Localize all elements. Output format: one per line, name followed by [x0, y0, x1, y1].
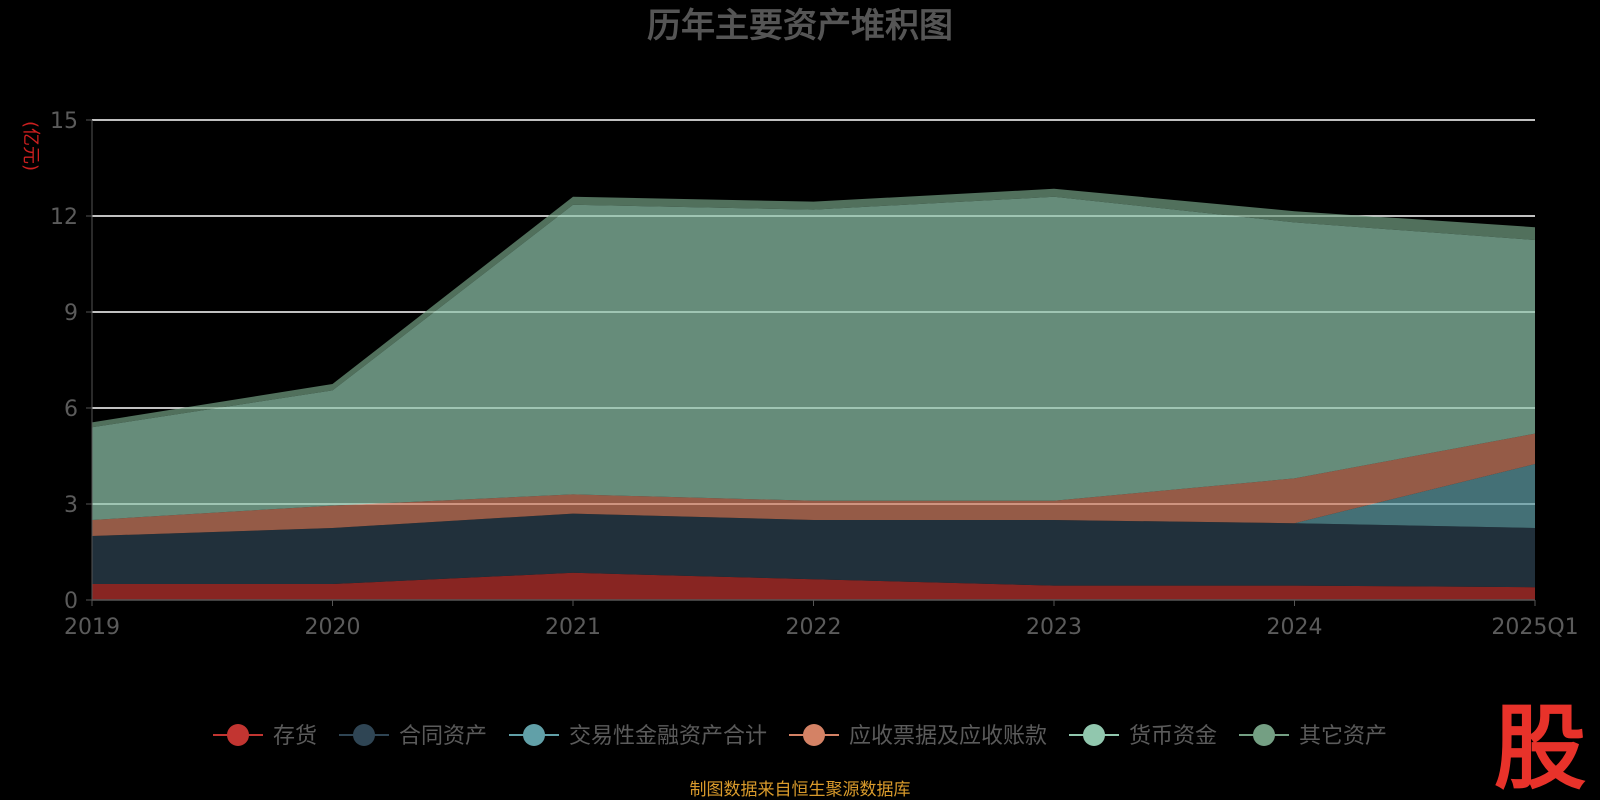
legend: 存货 合同资产 交易性金融资产合计 应收票据及应收账款 货币资金 其它资产	[212, 724, 1387, 749]
legend-label: 应收票据及应收账款	[849, 724, 1047, 749]
legend-marker	[1083, 724, 1106, 746]
legend-item-3: 交易性金融资产合计	[508, 724, 767, 749]
legend-label: 合同资产	[399, 724, 487, 749]
y-tick-label: 9	[64, 301, 78, 326]
legend-item-4: 应收票据及应收账款	[788, 724, 1047, 749]
area-series-2	[92, 513, 1535, 588]
legend-item-1: 存货	[212, 724, 317, 749]
x-tick-label: 2023	[1026, 615, 1082, 640]
x-tick-label: 2020	[305, 615, 361, 640]
legend-item-2: 合同资产	[338, 724, 487, 749]
logo-glyph: 股	[1494, 695, 1586, 800]
y-tick-label: 3	[64, 493, 78, 518]
x-tick-label: 2025Q1	[1491, 615, 1578, 640]
chart-title: 历年主要资产堆积图	[647, 6, 953, 46]
legend-marker	[802, 724, 825, 746]
y-tick-label: 15	[50, 109, 78, 134]
x-tick-label: 2021	[545, 615, 601, 640]
y-tick-label: 0	[64, 589, 78, 614]
x-tick-label: 2022	[786, 615, 842, 640]
y-tick-label: 6	[64, 397, 78, 422]
y-tick-label: 12	[50, 205, 78, 230]
area-series-5	[92, 196, 1535, 521]
legend-label: 交易性金融资产合计	[569, 724, 767, 749]
x-tick-label: 2019	[64, 615, 120, 640]
area-series	[92, 188, 1535, 600]
legend-marker	[1253, 724, 1276, 746]
x-tick-label: 2024	[1267, 615, 1323, 640]
legend-marker	[352, 724, 375, 746]
legend-item-5: 货币资金	[1069, 724, 1217, 749]
legend-label: 货币资金	[1129, 724, 1217, 749]
y-axis-unit: (亿元)	[20, 121, 41, 171]
area-series-6	[92, 188, 1535, 428]
legend-item-6: 其它资产	[1239, 724, 1387, 749]
legend-label: 其它资产	[1299, 724, 1387, 749]
axes: 0 3 6 9 12 15 2019 2020 2021 2022 2023 2024 2025Q1	[50, 109, 1579, 640]
area-series-1	[92, 572, 1535, 600]
legend-marker	[522, 724, 545, 746]
legend-marker	[226, 724, 249, 746]
area-series-4	[92, 433, 1535, 536]
legend-label: 存货	[273, 724, 317, 749]
data-source-note: 制图数据来自恒生聚源数据库	[690, 780, 911, 800]
